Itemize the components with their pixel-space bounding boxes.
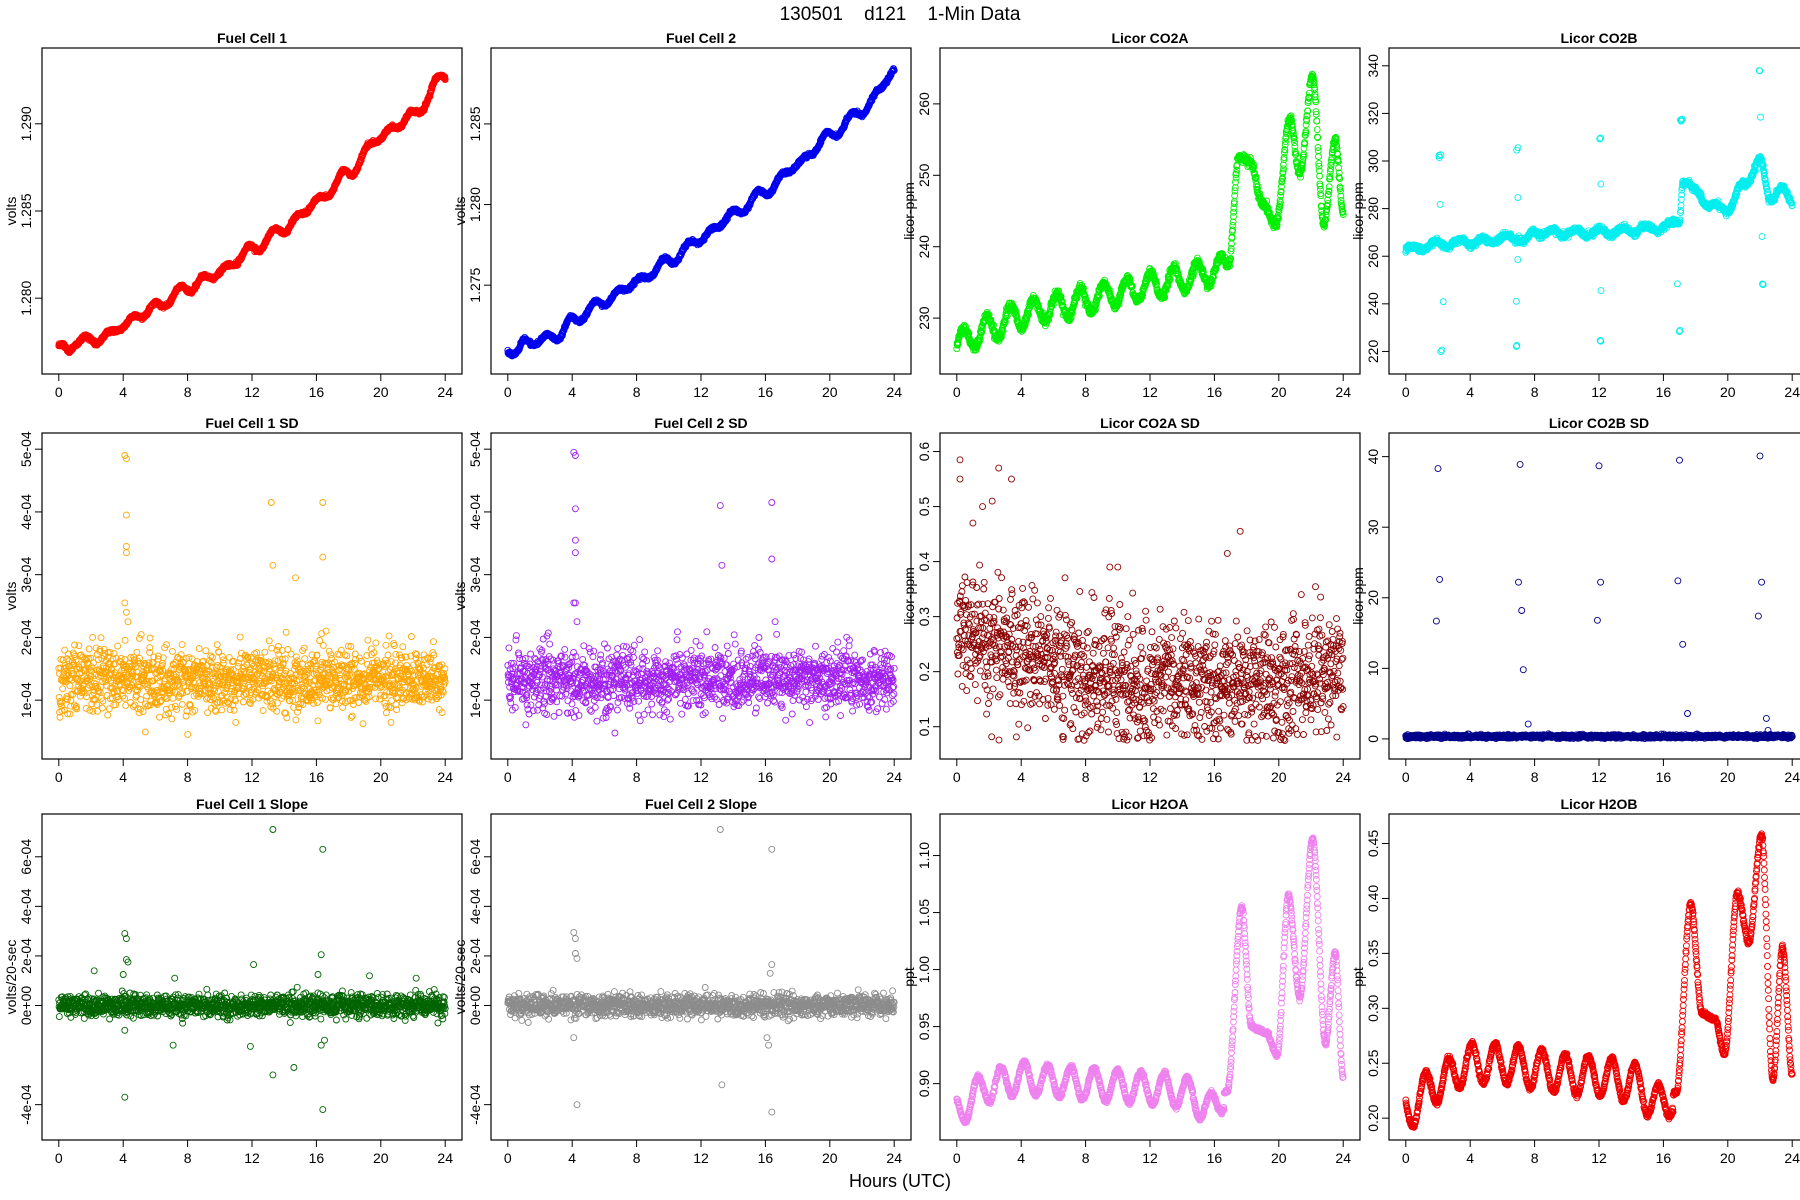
data-point (1325, 183, 1333, 191)
y-tick-label: 230 (916, 306, 932, 330)
series-points (55, 71, 449, 357)
y-tick-label: 240 (1365, 292, 1381, 316)
x-tick-label: 12 (1591, 384, 1607, 400)
panel-title: Licor CO2A (1111, 30, 1188, 46)
x-tick-label: 24 (1784, 384, 1800, 400)
x-tick-label: 20 (822, 384, 838, 400)
panel-title: Fuel Cell 1 (217, 30, 287, 46)
figure-title: 130501 d121 1-Min Data (779, 4, 1021, 25)
data-point (1313, 117, 1321, 125)
y-tick-label: 260 (916, 92, 932, 116)
data-point (1315, 153, 1322, 160)
x-tick-label: 8 (633, 384, 641, 400)
y-tick-label: 1.285 (18, 193, 34, 228)
x-tick-label: 4 (1466, 384, 1474, 400)
y-tick-label: 1.280 (18, 280, 34, 315)
x-tick-label: 12 (693, 384, 709, 400)
y-tick-label: 220 (1365, 340, 1381, 364)
x-tick-label: 8 (184, 384, 192, 400)
x-tick-label: 0 (55, 384, 63, 400)
panel-title: Licor CO2B (1560, 30, 1637, 46)
y-tick-label: 1.290 (18, 106, 34, 141)
panel-title: Fuel Cell 2 (666, 30, 736, 46)
series-points (953, 70, 1347, 354)
x-tick-label: 24 (886, 384, 902, 400)
panel-2: Licor CO2A licor-ppm 0 4 8 12 16 20 24 230 240 250 2… (901, 30, 1361, 400)
y-tick-label: 260 (1365, 244, 1381, 268)
y-tick-label: 280 (1365, 197, 1381, 221)
plot-frame (41, 47, 463, 375)
y-tick-label: 340 (1365, 54, 1381, 78)
y-tick-label: 1.275 (467, 267, 483, 302)
series-points (1402, 67, 1796, 356)
y-axis-label: volts (452, 197, 468, 226)
x-tick-label: 8 (1082, 384, 1090, 400)
x-tick-label: 0 (504, 384, 512, 400)
y-axis-label: volts (3, 197, 19, 226)
x-tick-label: 0 (953, 384, 961, 400)
x-tick-label: 20 (1271, 384, 1287, 400)
y-tick-label: 320 (1365, 102, 1381, 126)
data-point (145, 307, 153, 315)
x-tick-label: 4 (1017, 384, 1025, 400)
panel-0: Fuel Cell 1 volts 0 4 8 12 16 20 24 1.280 1.285 1.2… (3, 30, 463, 400)
x-tick-label: 4 (568, 384, 576, 400)
plot-frame (1388, 47, 1800, 375)
panel-1: Fuel Cell 2 volts 0 4 8 12 16 20 24 1.275 1.280 1.2… (452, 30, 912, 400)
x-tick-label: 16 (758, 384, 774, 400)
y-tick-label: 240 (916, 235, 932, 259)
x-tick-label: 0 (1402, 384, 1410, 400)
x-tick-label: 12 (1142, 384, 1158, 400)
x-tick-label: 20 (1720, 384, 1736, 400)
panel-3: Licor CO2B licor-ppm 0 4 8 12 16 20 24 220 240 260 2… (1350, 30, 1800, 400)
y-tick-label: 1.280 (467, 187, 483, 222)
y-axis-label: licor-ppm (1350, 182, 1366, 240)
x-tick-label: 4 (119, 384, 127, 400)
y-tick-label: 250 (916, 163, 932, 187)
series-points (504, 65, 898, 360)
x-tick-label: 20 (373, 384, 389, 400)
x-tick-label: 24 (1335, 384, 1351, 400)
x-tick-label: 16 (309, 384, 325, 400)
y-tick-label: 300 (1365, 149, 1381, 173)
y-tick-label: 1.285 (467, 106, 483, 141)
data-point (1313, 126, 1321, 134)
x-tick-label: 24 (437, 384, 453, 400)
x-tick-label: 8 (1531, 384, 1539, 400)
x-tick-label: 12 (244, 384, 260, 400)
x-tick-label: 16 (1656, 384, 1672, 400)
plot-frame (490, 47, 912, 375)
x-tick-label: 16 (1207, 384, 1223, 400)
y-axis-label: licor-ppm (901, 182, 917, 240)
